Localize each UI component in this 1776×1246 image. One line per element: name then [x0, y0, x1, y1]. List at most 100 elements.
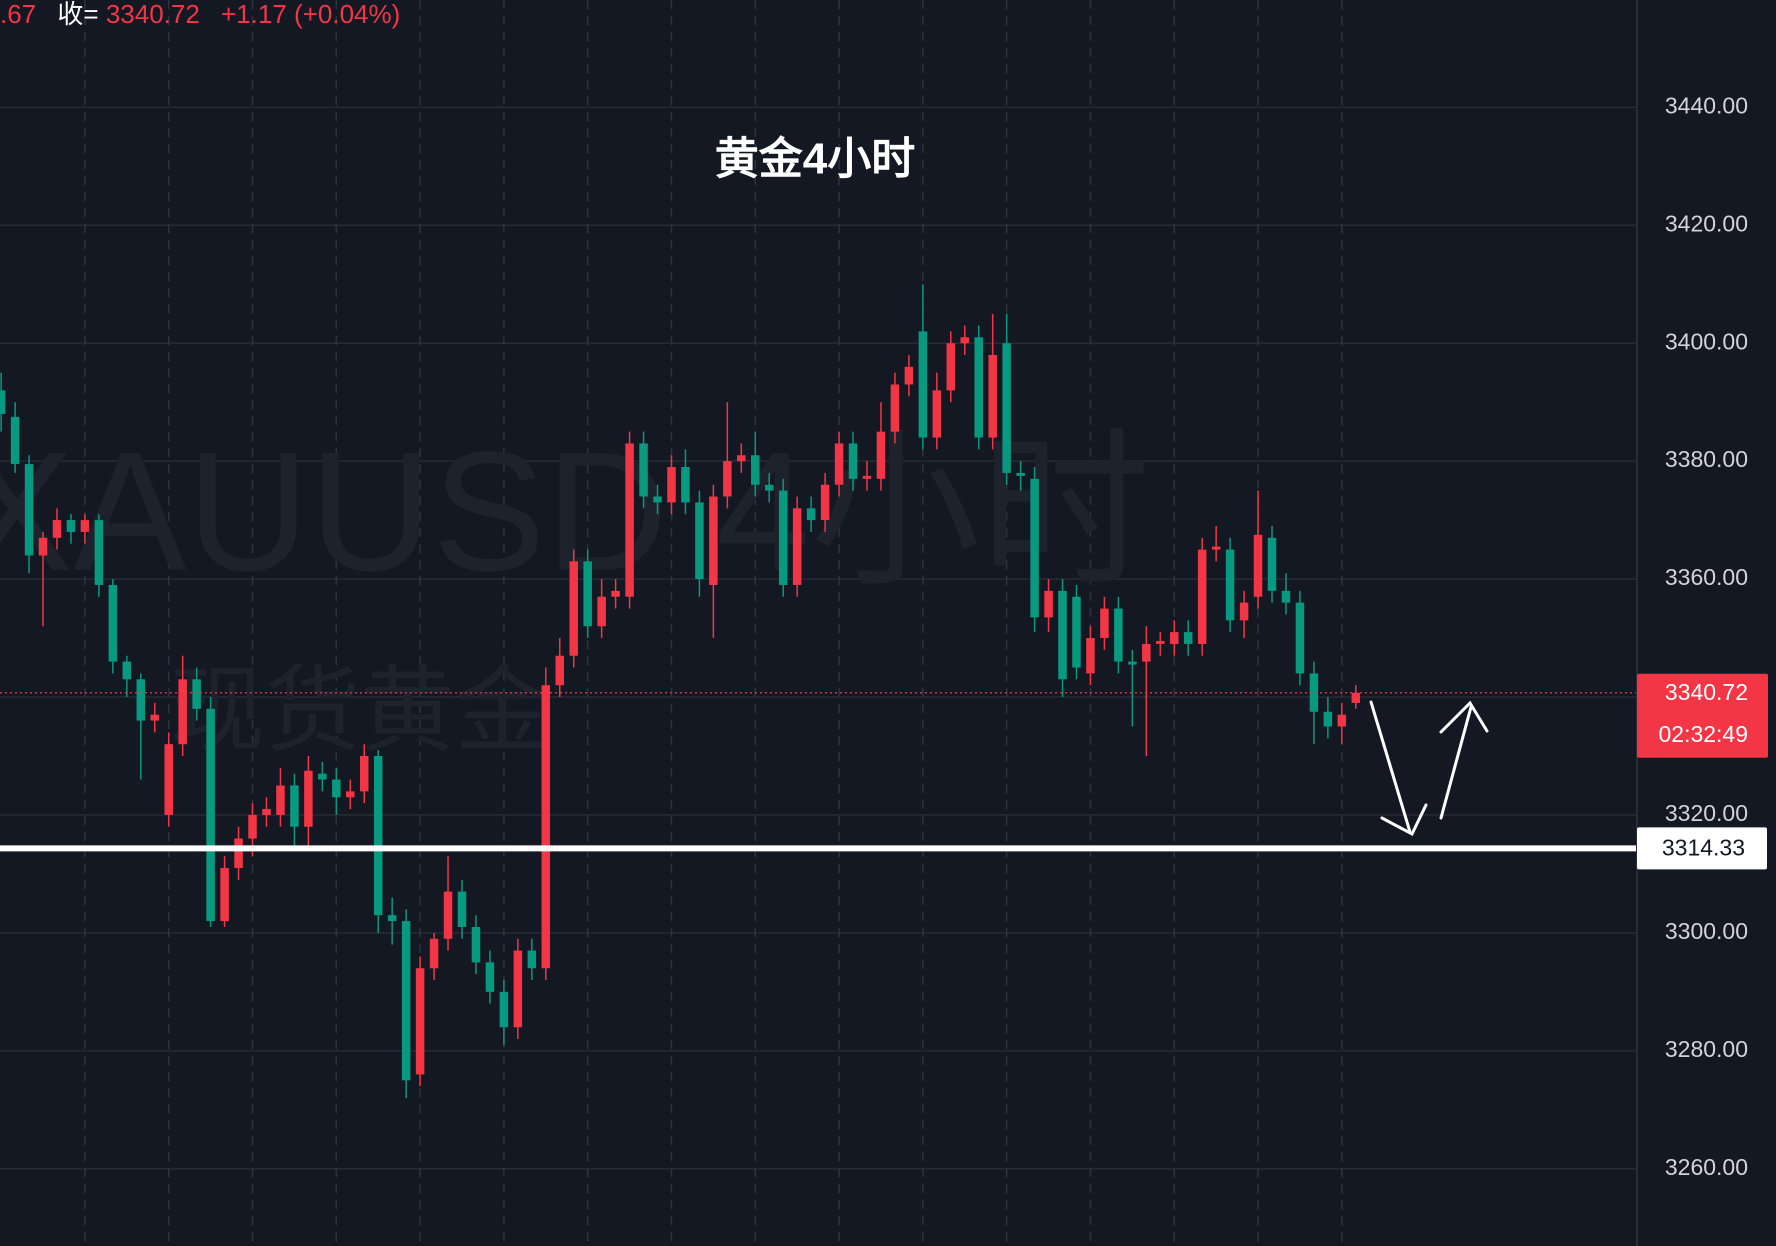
candle-body [136, 679, 146, 721]
candle-body [1351, 692, 1361, 703]
y-tick-label: 3380.00 [1665, 446, 1748, 472]
candle-body [555, 655, 565, 686]
candle-body [387, 915, 397, 922]
y-tick-label: 3400.00 [1665, 328, 1748, 354]
arrows [1369, 700, 1489, 837]
y-tick-label: 3280.00 [1665, 1036, 1748, 1062]
candle-body [318, 773, 327, 780]
candles [0, 284, 1361, 1098]
level-tag [1637, 827, 1767, 870]
candle-body [415, 968, 425, 1075]
candle-body [192, 679, 201, 709]
y-tick-label: 3440.00 [1665, 92, 1748, 118]
candle-body [1002, 343, 1011, 473]
candle-body [38, 537, 48, 556]
candle-body [1044, 590, 1053, 618]
candle-body [1100, 608, 1109, 639]
candle-body [234, 838, 243, 869]
grid [0, 0, 1637, 1246]
candle-body [1128, 661, 1137, 665]
candle-body [1225, 549, 1235, 621]
candle-body [1281, 590, 1291, 603]
candle-body [276, 785, 285, 815]
candle-body [527, 950, 537, 969]
overlay [0, 692, 1637, 852]
candle-body [960, 337, 970, 344]
candle-body [457, 891, 467, 927]
candle-body [792, 508, 802, 585]
candle-body [108, 584, 118, 662]
candle-body [611, 590, 620, 597]
candle-body [1183, 632, 1193, 644]
candle-body [1239, 602, 1249, 621]
candle-body [764, 484, 774, 491]
candle-body [709, 496, 718, 585]
candle-body [401, 921, 411, 1081]
candle-body [429, 938, 439, 969]
candle-body [918, 331, 928, 438]
candle-body [80, 520, 90, 532]
candle-body [1072, 596, 1081, 668]
candle-body [625, 443, 634, 597]
y-tick-label: 3260.00 [1665, 1154, 1748, 1180]
candle-body [667, 467, 676, 503]
candle-body [974, 337, 983, 438]
candle-body [1309, 673, 1319, 712]
candle-body [332, 779, 341, 798]
candle-body [1030, 478, 1039, 618]
candle-body [988, 354, 997, 438]
candle-body [1253, 534, 1263, 597]
candle-body [583, 561, 592, 627]
candle-body [653, 496, 662, 503]
candle-body [304, 770, 313, 827]
candle-body [66, 520, 76, 532]
candle-body [513, 950, 523, 1028]
candle-body [946, 343, 956, 391]
watermark-name: 现货黄金 [170, 658, 550, 764]
candle-body [862, 475, 872, 479]
candle-body [24, 464, 34, 556]
candle-body [122, 661, 132, 680]
candle-body [443, 891, 453, 939]
chart-title: 黄金4小时 [715, 135, 915, 184]
candle-body [94, 520, 104, 585]
candle-body [876, 431, 886, 479]
candle-body [932, 390, 942, 438]
candle-body [723, 461, 732, 497]
y-tick-label: 3360.00 [1665, 564, 1748, 590]
candle-body [262, 809, 271, 815]
candle-body [1086, 638, 1095, 674]
y-tick-label: 3320.00 [1665, 800, 1748, 826]
candle-body [248, 814, 257, 839]
candle-body [1058, 590, 1067, 680]
candle-body [178, 679, 187, 745]
y-tick-label: 3300.00 [1665, 918, 1748, 944]
level-label: 3314.33 [1662, 834, 1745, 860]
candle-body [737, 455, 746, 462]
candle-body [373, 755, 383, 916]
candle-body [471, 926, 481, 963]
candle-body [485, 962, 495, 992]
last-price-label: 3340.72 [1665, 679, 1748, 705]
candle-body [1323, 711, 1333, 727]
candle-body [346, 791, 355, 798]
header-close: 3340.72 [106, 0, 200, 29]
candle-body [1337, 714, 1347, 727]
candle-body [639, 443, 648, 497]
candle-body [0, 390, 6, 414]
header: .67 收= 3340.72 +1.17 (+0.04%) [0, 0, 400, 29]
header-prev: .67 [0, 0, 36, 29]
candle-body [1211, 546, 1221, 550]
y-tick-label: 3420.00 [1665, 210, 1748, 236]
candle-body [499, 991, 509, 1028]
candle-body [778, 490, 788, 585]
countdown-label: 02:32:49 [1658, 721, 1748, 747]
candle-body [834, 443, 844, 485]
candle-body [820, 484, 830, 521]
candle-body [681, 467, 690, 503]
price-axis: 3260.003280.003300.003320.003340.003360.… [1637, 92, 1768, 1180]
candle-body [890, 384, 900, 432]
